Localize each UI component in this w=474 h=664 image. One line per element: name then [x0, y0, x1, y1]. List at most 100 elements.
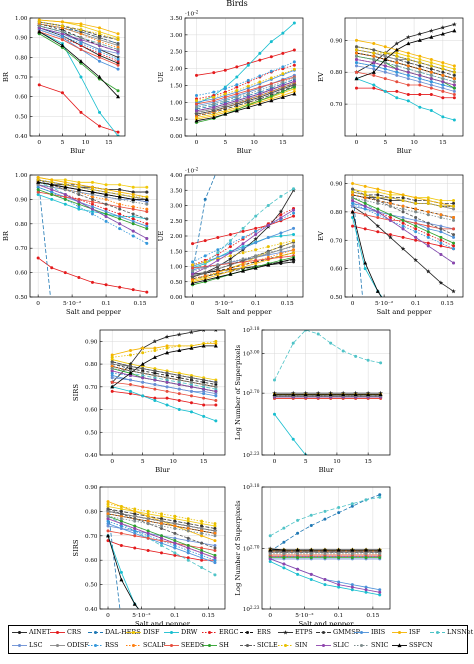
data-point	[429, 57, 433, 61]
legend-label: AINET	[29, 628, 51, 636]
data-point	[279, 255, 283, 259]
series-line-slic	[270, 558, 380, 593]
data-point	[292, 251, 296, 255]
data-point	[50, 266, 54, 270]
data-point	[406, 61, 410, 65]
data-point	[214, 378, 218, 382]
data-point	[177, 408, 181, 412]
x-tick-label: 5	[304, 459, 308, 465]
data-point	[213, 548, 217, 552]
data-point	[98, 49, 102, 53]
legend-marker	[208, 631, 211, 634]
x-tick-label: 15	[364, 459, 372, 465]
data-point	[60, 24, 64, 28]
data-point	[452, 77, 456, 81]
x-tick-label: 15	[105, 140, 113, 146]
legend-marker	[94, 631, 97, 634]
data-point	[401, 227, 405, 231]
data-point	[235, 75, 239, 79]
data-point	[418, 77, 422, 81]
data-point	[116, 57, 120, 61]
data-point	[131, 195, 135, 199]
data-point	[375, 223, 381, 229]
data-point	[351, 204, 355, 208]
data-point	[203, 266, 207, 270]
data-point	[212, 102, 216, 106]
series-line-sicle	[38, 179, 147, 220]
data-point	[77, 190, 81, 194]
data-point	[214, 380, 218, 384]
data-point	[355, 86, 359, 90]
legend-marker	[246, 644, 249, 647]
data-point	[200, 524, 204, 528]
data-point	[159, 517, 163, 521]
data-point	[98, 124, 102, 128]
data-point	[104, 195, 108, 199]
data-point	[98, 42, 102, 46]
data-point	[279, 213, 283, 217]
data-point	[372, 54, 376, 58]
data-point	[189, 394, 193, 398]
data-point	[145, 210, 149, 214]
y-tick-label: 1.00	[170, 100, 183, 106]
data-point	[429, 64, 433, 68]
data-point	[106, 533, 111, 538]
data-point	[441, 61, 445, 65]
data-point	[202, 403, 206, 407]
data-point	[395, 64, 399, 68]
data-point	[378, 593, 382, 597]
data-point	[153, 383, 157, 387]
data-point	[401, 221, 405, 225]
data-point	[145, 202, 149, 206]
data-point	[131, 229, 135, 233]
data-point	[266, 245, 270, 249]
data-point	[291, 256, 296, 261]
data-point	[177, 392, 181, 396]
data-point	[414, 335, 418, 339]
data-point	[452, 80, 456, 84]
data-point	[228, 232, 232, 236]
data-point	[131, 214, 135, 218]
legend-swatch	[88, 631, 103, 634]
data-point	[317, 460, 320, 463]
data-point	[292, 48, 296, 52]
data-point	[50, 178, 54, 182]
x-tick-label: 5·10⁻²	[63, 300, 81, 307]
data-point	[186, 529, 190, 533]
data-point	[414, 224, 418, 228]
data-point	[213, 531, 217, 535]
data-point	[118, 212, 122, 216]
data-point	[200, 519, 204, 523]
legend-marker	[132, 644, 135, 647]
data-point	[426, 196, 430, 200]
data-point	[214, 389, 218, 393]
data-point	[186, 536, 190, 540]
y-tick-label: 0.60	[330, 267, 343, 273]
x-tick-label: 15	[279, 140, 287, 146]
data-point	[439, 352, 442, 355]
data-point	[388, 233, 392, 237]
data-point	[177, 383, 181, 387]
data-point	[323, 583, 327, 587]
x-tick-label: 0	[110, 459, 114, 465]
data-point	[77, 200, 81, 204]
x-tick-label: 0.15	[366, 613, 379, 619]
data-point	[418, 61, 422, 65]
data-point	[241, 236, 245, 240]
data-point	[364, 590, 368, 594]
data-point	[159, 539, 163, 543]
data-point	[36, 180, 41, 184]
data-point	[214, 339, 218, 343]
legend-marker	[208, 644, 211, 647]
data-point	[395, 73, 399, 77]
data-point	[452, 86, 456, 90]
data-point	[159, 544, 163, 548]
data-point	[292, 60, 296, 64]
data-point	[426, 235, 430, 239]
page-title: Birds	[226, 0, 248, 8]
data-point	[355, 51, 359, 55]
data-point	[363, 184, 367, 188]
data-point	[164, 334, 170, 339]
data-point	[213, 561, 217, 565]
data-point	[406, 54, 410, 58]
